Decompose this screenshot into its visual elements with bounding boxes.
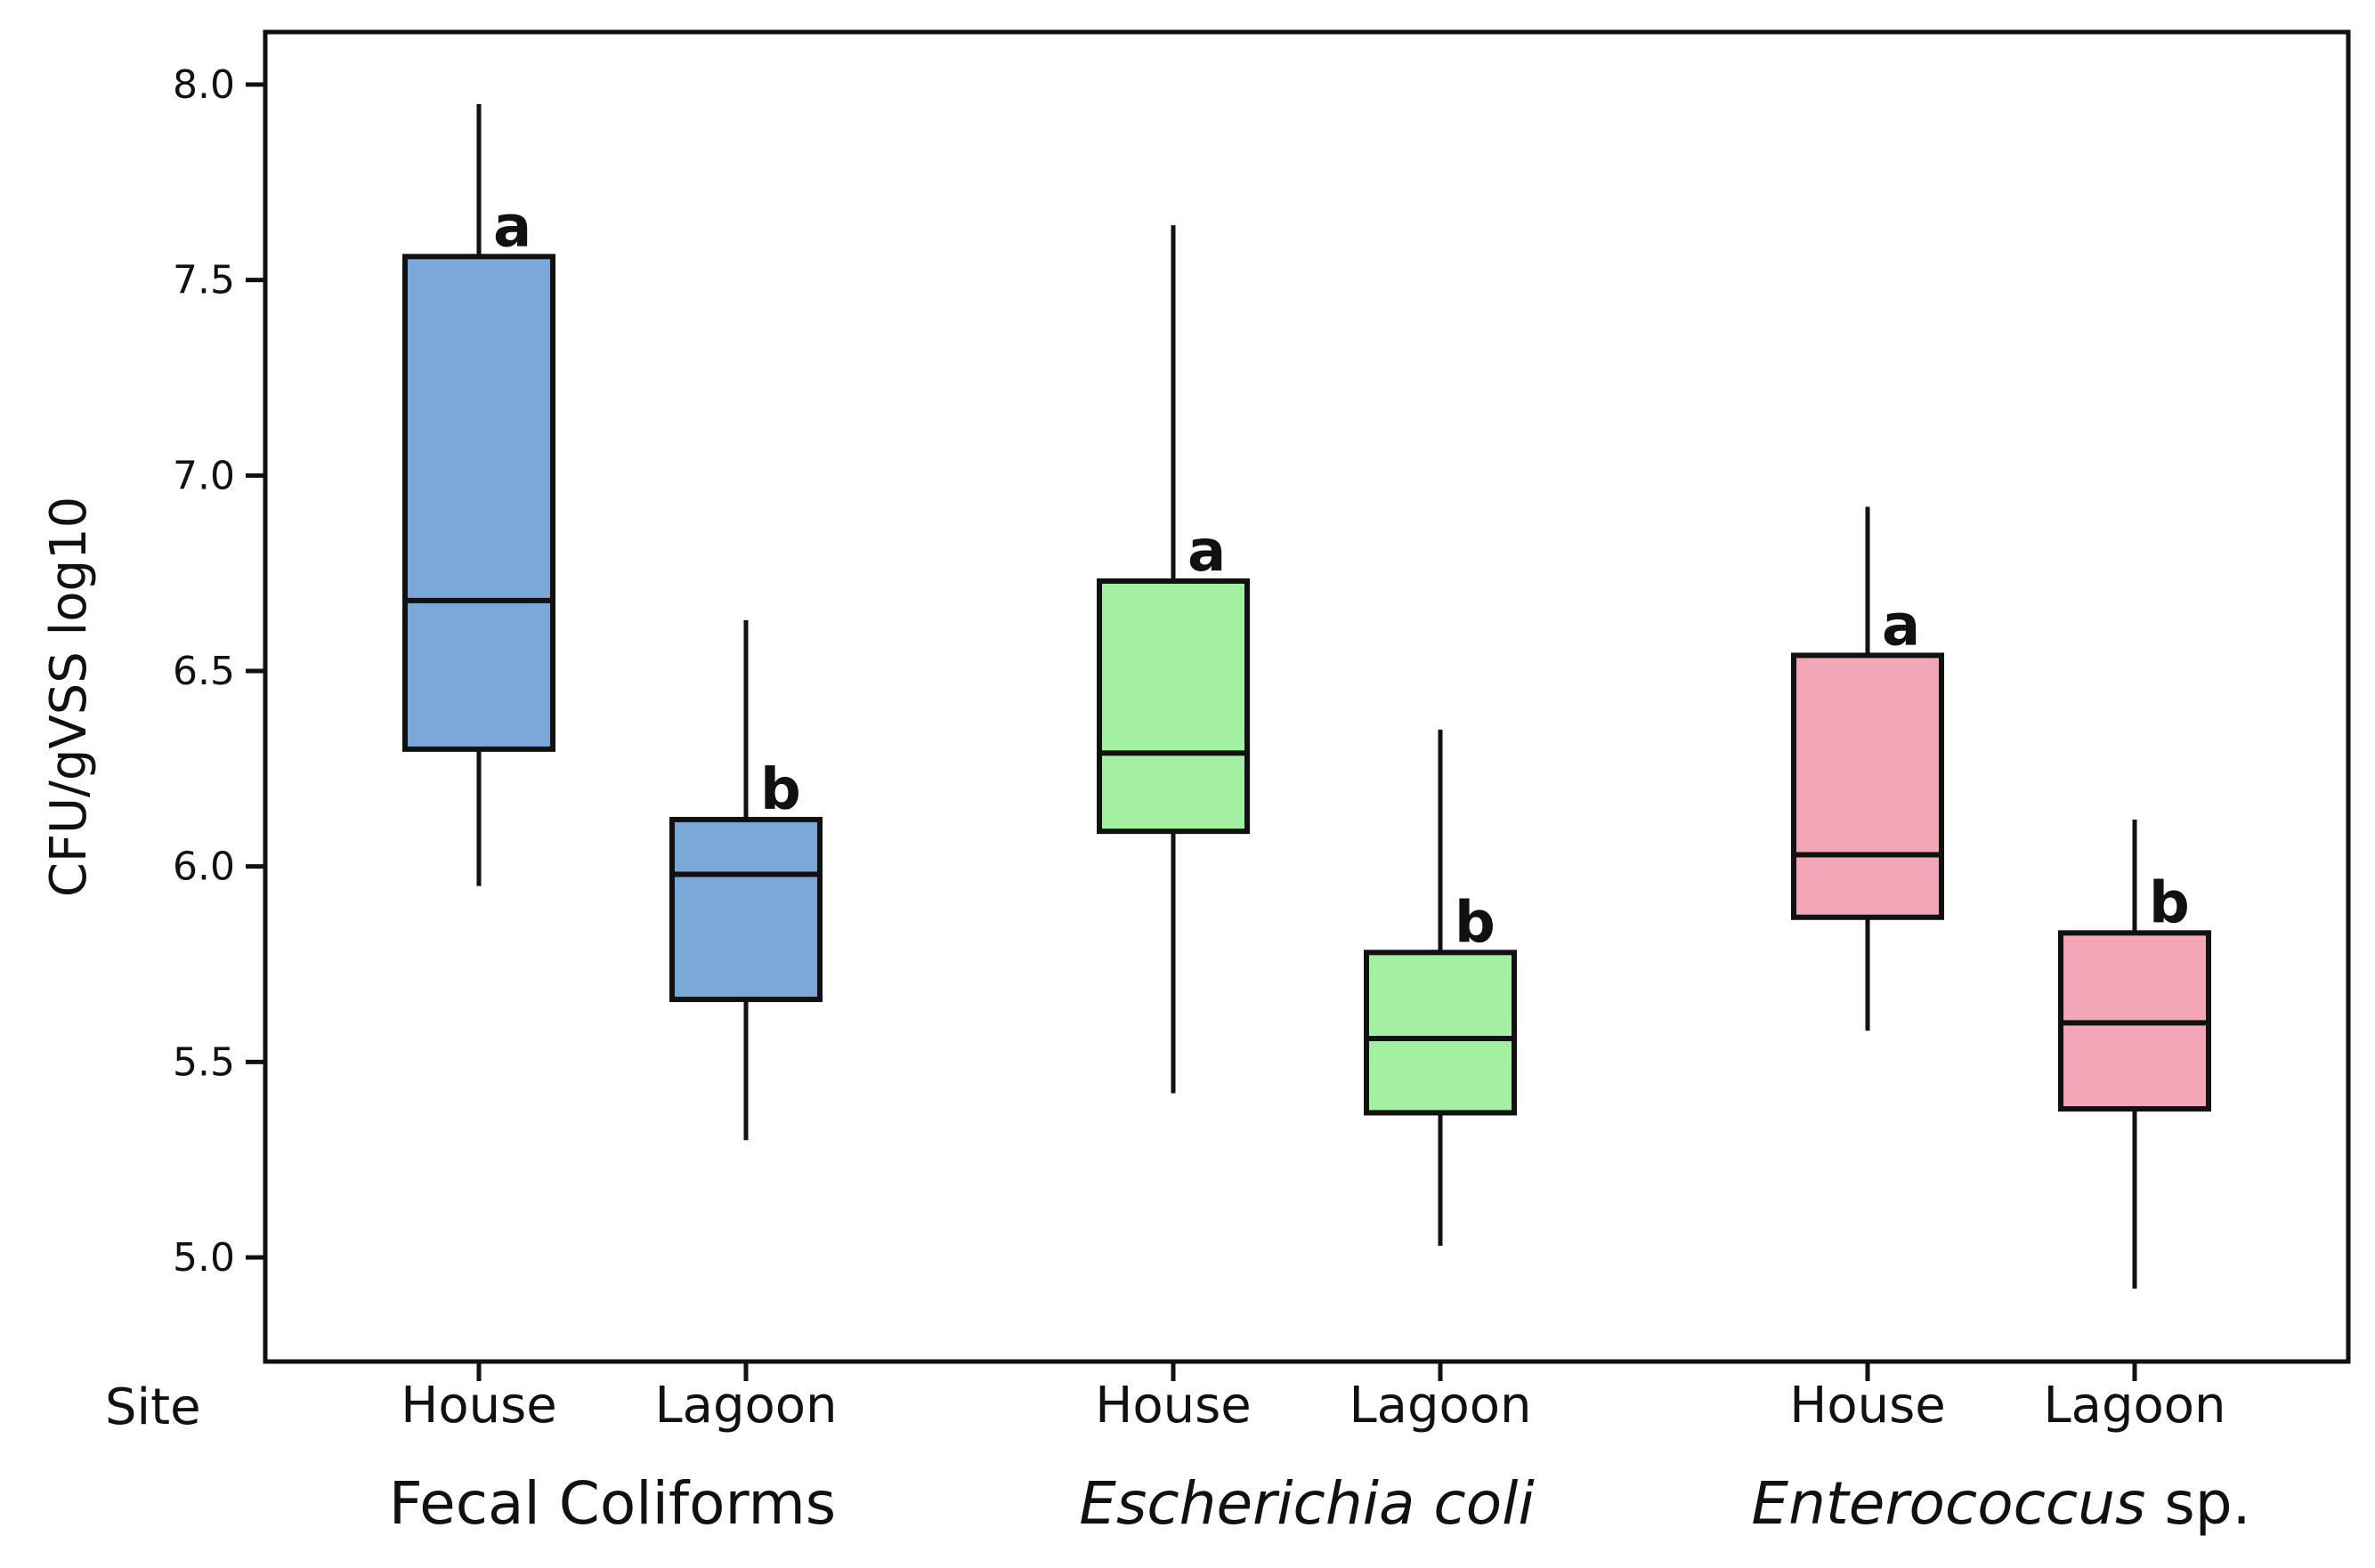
box-fecal-coliforms-lagoon: b [669, 619, 823, 1141]
group-label-plain: Fecal Coliforms [389, 1469, 836, 1538]
plot-frame [263, 29, 2351, 1364]
x-tick-label-site: House [1789, 1377, 1946, 1435]
box-series: a b a b a b [402, 103, 2211, 1289]
y-tick-label: 6.5 [173, 649, 235, 694]
x-tick-label-site: Lagoon [1349, 1377, 1531, 1435]
group-label-italic: Escherichia coli [1079, 1469, 1535, 1538]
x-group-label: Escherichia coli [1079, 1469, 1535, 1538]
box-escherichia-coli-house: a [1097, 225, 1250, 1094]
box-fecal-coliforms-house: a [402, 103, 555, 886]
significance-letter: b [760, 757, 801, 823]
significance-letter: a [1882, 593, 1920, 659]
significance-letter: b [1455, 890, 1496, 956]
x-tick-label-site: House [401, 1377, 557, 1435]
x-axis: House Lagoon Fecal Coliforms House Lagoon Esc… [389, 1362, 2251, 1538]
significance-letter: b [2149, 870, 2190, 936]
x-tick-label-site: Lagoon [2043, 1377, 2225, 1435]
box-enterococcus-sp--lagoon: b [2058, 819, 2211, 1289]
x-group-label: Fecal Coliforms [389, 1469, 836, 1538]
box-body [1791, 652, 1944, 920]
box-body [1364, 950, 1517, 1116]
y-tick-label: 7.5 [173, 258, 235, 303]
y-tick-label: 7.0 [173, 453, 235, 498]
y-tick-label: 8.0 [173, 62, 235, 108]
significance-letter: a [493, 194, 531, 260]
box-body [402, 254, 555, 752]
box-body [669, 816, 823, 1003]
y-axis-title: CFU/gVSS log10 [40, 497, 98, 898]
box-body [1097, 578, 1250, 835]
group-label-italic: Enterococcus [1751, 1469, 2145, 1538]
box-enterococcus-sp--house: a [1791, 506, 1944, 1031]
group-label-plain: sp. [2145, 1469, 2250, 1538]
y-axis: 5.0 5.5 6.0 6.5 7.0 7.5 8.0 [173, 62, 265, 1281]
significance-letter: a [1188, 519, 1226, 585]
x-axis-title: Site [105, 1378, 201, 1436]
x-group-label: Enterococcus sp. [1751, 1469, 2250, 1538]
y-tick-label: 5.5 [173, 1039, 235, 1085]
y-tick-label: 5.0 [173, 1235, 235, 1281]
y-tick-label: 6.0 [173, 845, 235, 890]
x-tick-label-site: House [1095, 1377, 1252, 1435]
x-tick-label-site: Lagoon [654, 1377, 837, 1435]
box-escherichia-coli-lagoon: b [1364, 729, 1517, 1246]
